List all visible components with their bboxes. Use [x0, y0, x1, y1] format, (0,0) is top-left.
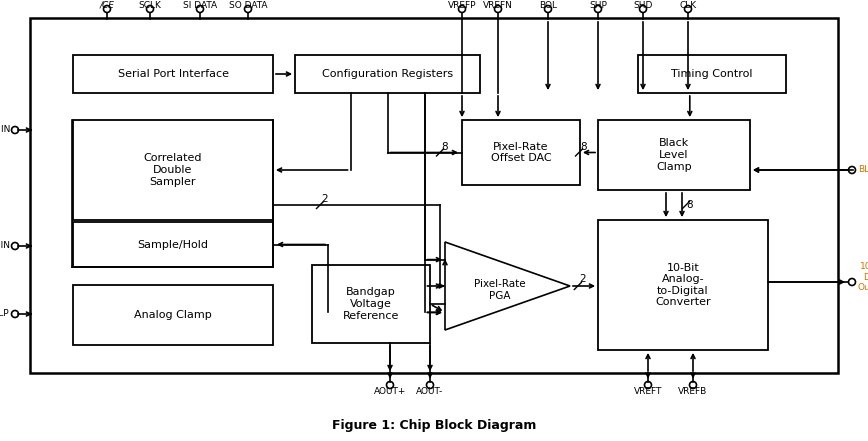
Text: 8: 8: [442, 142, 448, 152]
Bar: [73, 120, 273, 220]
Text: SO DATA: SO DATA: [229, 0, 267, 10]
Text: VREFB: VREFB: [679, 386, 707, 396]
Text: BOL: BOL: [539, 0, 557, 10]
Text: 10-Bit
Data
Output: 10-Bit Data Output: [858, 262, 868, 292]
Text: 2: 2: [580, 274, 586, 284]
Text: Sample/Hold: Sample/Hold: [137, 239, 208, 250]
Text: VREFN: VREFN: [483, 0, 513, 10]
Text: 8: 8: [581, 142, 588, 152]
Bar: [638, 55, 786, 93]
Text: Pixel-Rate
Offset DAC: Pixel-Rate Offset DAC: [490, 142, 551, 163]
Text: V IN: V IN: [0, 126, 10, 135]
Text: 2: 2: [322, 194, 328, 204]
Text: Pixel-Rate
PGA: Pixel-Rate PGA: [474, 279, 525, 301]
Text: VREFT: VREFT: [634, 386, 662, 396]
Text: CLK: CLK: [680, 0, 696, 10]
Text: Black
Level
Clamp: Black Level Clamp: [656, 138, 692, 172]
Bar: [598, 120, 750, 190]
Text: Figure 1: Chip Block Diagram: Figure 1: Chip Block Diagram: [332, 419, 536, 431]
Text: Bandgap
Voltage
Reference: Bandgap Voltage Reference: [343, 288, 399, 321]
Text: 10-Bit
Analog-
to-Digital
Converter: 10-Bit Analog- to-Digital Converter: [655, 262, 711, 307]
Text: ACLP: ACLP: [0, 310, 10, 318]
Text: Correlated
Double
Sampler: Correlated Double Sampler: [144, 153, 202, 187]
Bar: [295, 55, 480, 93]
Bar: [73, 285, 273, 345]
Text: Timing Control: Timing Control: [671, 69, 753, 79]
Polygon shape: [445, 242, 570, 330]
Bar: [30, 18, 838, 373]
Text: SHP: SHP: [589, 0, 607, 10]
Text: Configuration Registers: Configuration Registers: [322, 69, 453, 79]
Bar: [312, 265, 430, 343]
Text: 8: 8: [687, 200, 694, 210]
Bar: [598, 220, 768, 350]
Text: SI DATA: SI DATA: [183, 0, 217, 10]
Bar: [73, 222, 273, 267]
Bar: [462, 120, 580, 185]
Text: AOUT-: AOUT-: [417, 386, 444, 396]
Text: SCLK: SCLK: [139, 0, 161, 10]
Text: Analog Clamp: Analog Clamp: [135, 310, 212, 320]
Text: BLKCLP: BLKCLP: [858, 165, 868, 175]
Text: AOUT+: AOUT+: [374, 386, 406, 396]
Text: VREFP: VREFP: [448, 0, 477, 10]
Text: /CE: /CE: [100, 0, 115, 10]
Text: SHD: SHD: [634, 0, 653, 10]
Bar: [73, 55, 273, 93]
Text: AUX IN: AUX IN: [0, 242, 10, 250]
Text: Serial Port Interface: Serial Port Interface: [117, 69, 228, 79]
